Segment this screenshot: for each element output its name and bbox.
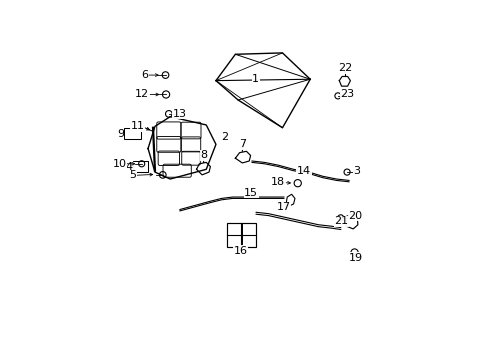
Text: 6: 6 xyxy=(141,70,148,80)
Text: 22: 22 xyxy=(337,63,351,73)
Text: 15: 15 xyxy=(244,188,258,198)
Text: 12: 12 xyxy=(135,90,149,99)
Text: 9: 9 xyxy=(117,129,123,139)
Bar xyxy=(133,161,148,172)
Text: 17: 17 xyxy=(276,202,290,212)
Text: 3: 3 xyxy=(352,166,360,176)
Text: 14: 14 xyxy=(296,166,310,176)
Text: 18: 18 xyxy=(271,177,285,187)
Text: 7: 7 xyxy=(238,139,245,149)
Text: 19: 19 xyxy=(347,253,362,263)
Bar xyxy=(124,128,140,139)
Text: 11: 11 xyxy=(130,121,144,131)
Text: 16: 16 xyxy=(233,246,247,256)
Text: 1: 1 xyxy=(252,74,259,84)
Text: 8: 8 xyxy=(200,150,207,161)
Text: 4: 4 xyxy=(125,162,133,172)
Text: 5: 5 xyxy=(129,170,136,180)
Text: 10: 10 xyxy=(112,159,126,169)
Text: 20: 20 xyxy=(347,211,362,221)
Text: 2: 2 xyxy=(221,132,228,143)
Bar xyxy=(226,223,256,247)
Text: 13: 13 xyxy=(172,109,186,119)
Text: 23: 23 xyxy=(340,89,354,99)
Text: 21: 21 xyxy=(334,216,348,226)
